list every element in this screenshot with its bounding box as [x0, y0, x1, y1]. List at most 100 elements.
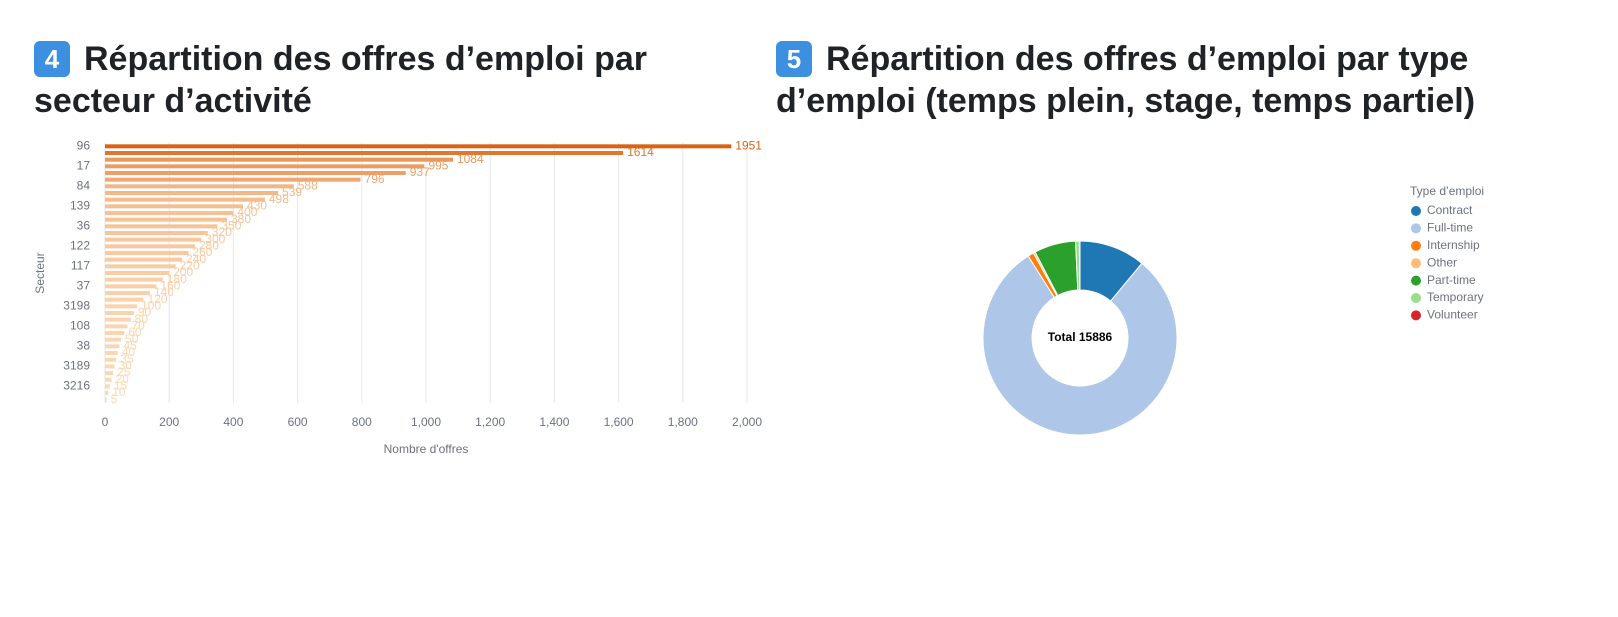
chart-title: Répartition des offres d’emploi par type… — [776, 40, 1476, 120]
y-tick-label: 38 — [77, 339, 91, 353]
bar — [105, 177, 361, 182]
x-tick-label: 200 — [159, 415, 179, 429]
data-label: 320 — [212, 225, 232, 239]
y-tick-label: 3216 — [63, 379, 90, 393]
data-label: 90 — [138, 305, 152, 319]
data-label: 40 — [122, 345, 136, 359]
y-tick-label: 96 — [77, 139, 91, 153]
data-label: 220 — [180, 259, 200, 273]
legend-label: Internship — [1427, 238, 1480, 252]
legend-swatch — [1411, 240, 1421, 251]
data-label: 350 — [221, 219, 241, 233]
legend-swatch — [1411, 293, 1421, 303]
bar — [105, 377, 112, 382]
bar — [105, 311, 134, 315]
bar — [105, 164, 425, 169]
bar — [105, 197, 265, 202]
bar — [105, 271, 170, 275]
bar — [105, 184, 294, 189]
data-label: 539 — [282, 185, 302, 199]
data-label: 30 — [119, 359, 133, 373]
bar — [105, 277, 163, 282]
data-label: 400 — [237, 205, 257, 219]
y-tick-label: 17 — [77, 159, 91, 173]
data-label: 10 — [112, 385, 126, 399]
data-label: 60 — [128, 325, 142, 339]
legend-swatch — [1411, 223, 1421, 234]
data-label: 15 — [114, 379, 128, 393]
y-tick-label: 37 — [77, 279, 91, 293]
bar — [105, 231, 208, 235]
data-label: 45 — [123, 339, 137, 353]
data-label: 35 — [120, 352, 134, 366]
bar — [105, 391, 109, 395]
data-label: 80 — [135, 312, 149, 326]
bar — [105, 257, 183, 262]
legend-title: Type d’emploi — [1410, 184, 1484, 198]
bar — [105, 331, 125, 335]
bar — [105, 337, 122, 342]
legend-label: Temporary — [1427, 290, 1484, 304]
bar — [105, 237, 202, 242]
data-label: 937 — [410, 165, 430, 179]
y-tick-label: 3189 — [63, 359, 90, 373]
legend-label: Other — [1427, 255, 1457, 269]
legend-swatch — [1411, 275, 1421, 286]
bar — [105, 304, 138, 309]
legend-label: Volunteer — [1427, 308, 1478, 322]
bar — [105, 317, 131, 322]
x-tick-label: 600 — [288, 415, 308, 429]
x-axis-title: Nombre d'offres — [384, 442, 469, 456]
data-label: 1614 — [627, 145, 654, 159]
y-tick-label: 3198 — [63, 299, 90, 313]
bar — [105, 357, 117, 362]
bar — [105, 151, 624, 155]
data-label: 70 — [131, 319, 145, 333]
data-label: 5 — [111, 392, 118, 406]
center-label: Total 15886 — [1048, 330, 1113, 344]
legend-swatch — [1411, 206, 1421, 216]
bar — [105, 364, 115, 369]
data-label: 25 — [117, 365, 131, 379]
data-label: 240 — [186, 252, 206, 266]
y-tick-label: 36 — [77, 219, 91, 233]
bar — [105, 371, 114, 375]
bar — [105, 217, 227, 222]
data-label: 300 — [205, 232, 225, 246]
data-label: 498 — [269, 192, 289, 206]
bar — [105, 171, 406, 175]
bar — [105, 284, 157, 289]
chart-heading: 4 Répartition des offres d’emploi par sec… — [34, 38, 734, 122]
data-label: 280 — [199, 239, 219, 253]
bar — [105, 324, 128, 329]
y-tick-label: 108 — [70, 319, 90, 333]
x-tick-label: 1,000 — [411, 415, 441, 429]
data-label: 796 — [365, 172, 385, 186]
data-label: 120 — [148, 292, 168, 306]
y-tick-label: 117 — [71, 259, 90, 273]
y-axis-title: Secteur — [33, 252, 47, 293]
bar — [105, 264, 176, 269]
x-tick-label: 0 — [102, 415, 109, 429]
data-label: 200 — [173, 265, 193, 279]
y-tick-label: 139 — [70, 199, 90, 213]
bar — [105, 191, 279, 195]
bar — [105, 144, 732, 149]
data-label: 180 — [167, 272, 187, 286]
data-label: 100 — [141, 299, 161, 313]
x-tick-label: 1,200 — [475, 415, 505, 429]
legend-label: Part-time — [1427, 273, 1476, 287]
data-label: 380 — [231, 212, 251, 226]
data-label: 588 — [298, 179, 318, 193]
bar — [105, 204, 244, 209]
bar — [105, 157, 453, 162]
bar — [105, 224, 218, 229]
data-label: 50 — [125, 332, 139, 346]
bar — [105, 211, 234, 215]
bar — [105, 351, 118, 355]
data-label: 1951 — [735, 139, 762, 153]
data-label: 160 — [160, 279, 180, 293]
bar — [105, 397, 107, 402]
